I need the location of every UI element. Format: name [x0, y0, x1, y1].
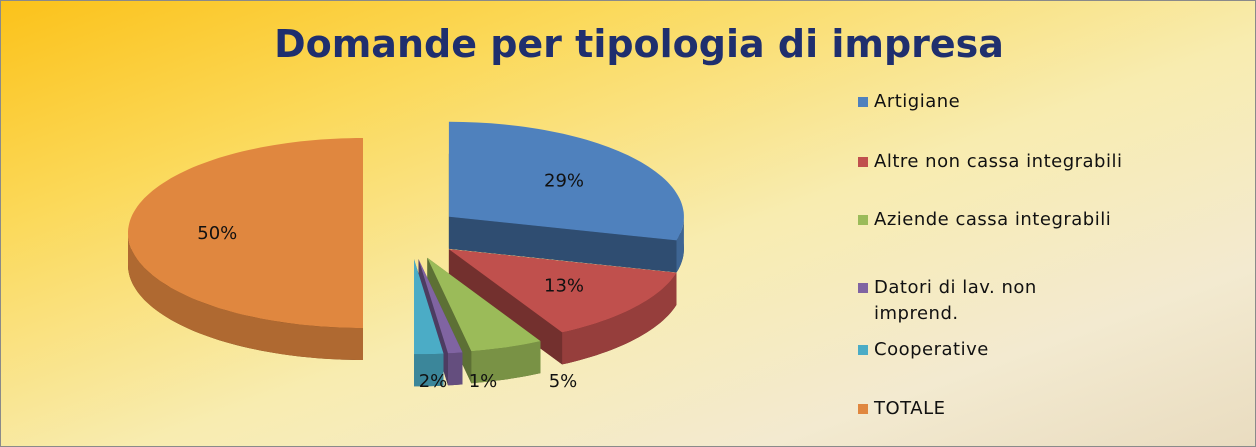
- slice-top: [448, 121, 684, 241]
- legend-swatch: [858, 404, 868, 414]
- pie-slice: [448, 249, 677, 365]
- legend-label: Artigiane: [874, 91, 961, 112]
- legend-item: Aziende cassa integrabili: [858, 207, 1254, 233]
- slice-top: [418, 259, 463, 354]
- slice-top: [427, 257, 541, 352]
- legend-swatch: [858, 215, 868, 225]
- data-label: 5%: [549, 371, 578, 392]
- data-label: 13%: [544, 275, 584, 296]
- data-label: 29%: [544, 171, 584, 192]
- legend-item: Datori di lav. non imprend.: [858, 275, 1124, 327]
- legend-label: TOTALE: [874, 398, 946, 419]
- slice-wall: [676, 216, 684, 273]
- slice-wall: [448, 352, 463, 386]
- legend-label: Altre non cassa integrabili: [874, 151, 1123, 172]
- slice-wall: [471, 341, 541, 384]
- data-label: 2%: [419, 371, 448, 392]
- legend-label: Aziende cassa integrabili: [874, 209, 1112, 230]
- legend-label: Cooperative: [874, 339, 989, 360]
- legend-item: Artigiane: [858, 89, 1254, 115]
- slice-top: [128, 138, 363, 328]
- data-label: 1%: [469, 371, 498, 392]
- slice-wall: [128, 233, 363, 360]
- pie-slice: [427, 257, 541, 384]
- slice-face: [448, 249, 563, 365]
- slice-face: [448, 216, 677, 273]
- legend-swatch: [858, 97, 868, 107]
- legend-swatch: [858, 345, 868, 355]
- chart-title: Domande per tipologia di impresa: [274, 22, 1004, 66]
- legend-item: TOTALE: [858, 396, 1254, 422]
- slice-top: [414, 259, 444, 355]
- pie-slice: [448, 121, 684, 273]
- pie-slice: [128, 138, 363, 360]
- slice-wall: [562, 272, 677, 365]
- legend-item: Cooperative: [858, 337, 1254, 363]
- slice-top: [448, 249, 677, 333]
- data-label: 50%: [197, 223, 237, 244]
- legend-item: Altre non cassa integrabili: [858, 149, 1254, 175]
- slice-wall: [414, 353, 444, 387]
- pie-slice: [414, 259, 444, 387]
- legend-swatch: [858, 157, 868, 167]
- legend-swatch: [858, 283, 868, 293]
- legend-label: Datori di lav. non imprend.: [874, 277, 1037, 324]
